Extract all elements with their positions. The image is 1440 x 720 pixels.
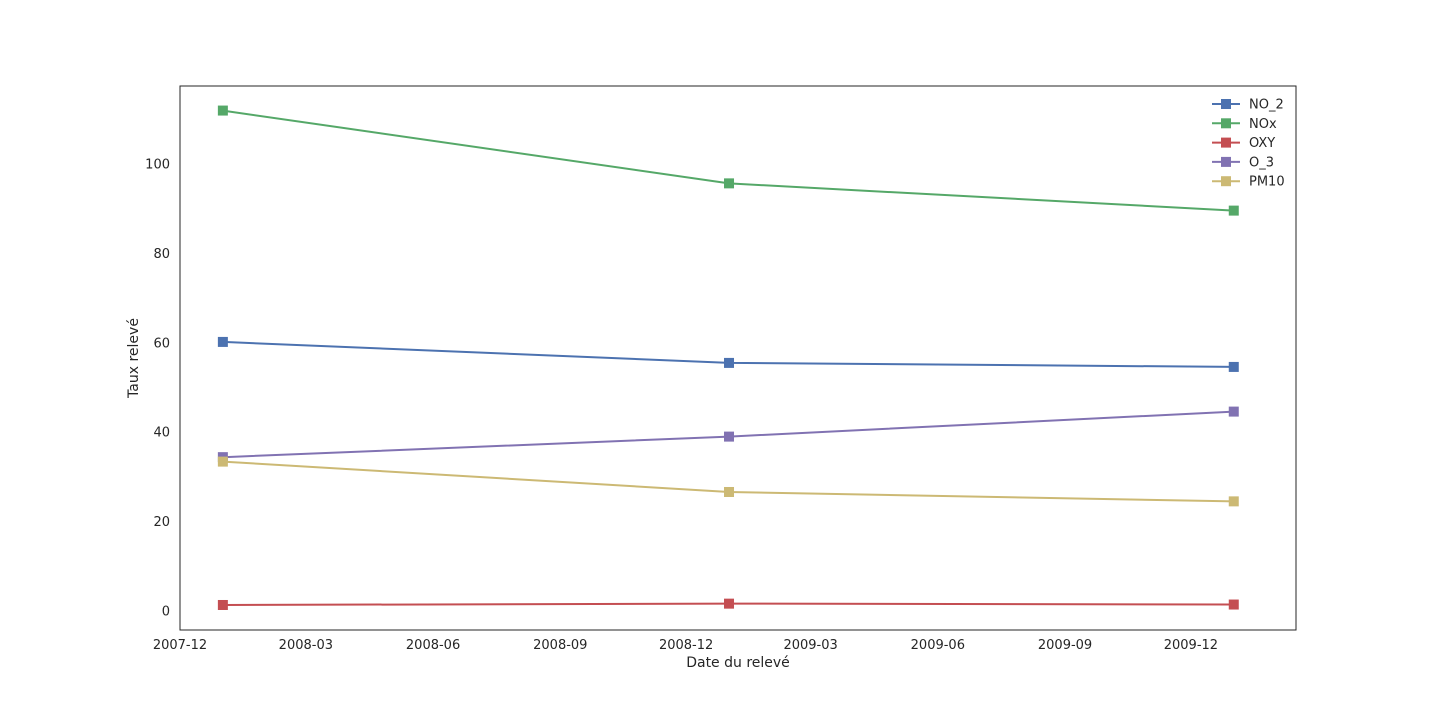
- data-point-no-2: [724, 357, 735, 368]
- legend-marker-nox: [1221, 118, 1231, 129]
- axes-ticks: 2007-12 2008-03 2008-06 2008-09 2008-12 2009-…: [145, 158, 1218, 653]
- y-tick-label: 40: [153, 426, 170, 441]
- data-point-pm10: [1228, 496, 1239, 507]
- legend-item-o-3: O_3: [1212, 155, 1274, 170]
- legend-item-nox: NOx: [1212, 117, 1277, 132]
- data-point-oxy: [1228, 599, 1239, 610]
- y-tick-label: 60: [153, 336, 170, 351]
- x-tick-label: 2007-12: [153, 638, 207, 653]
- legend-marker-o-3: [1221, 156, 1231, 167]
- series-pm10: [217, 456, 1239, 507]
- x-tick-label: 2008-09: [533, 638, 587, 653]
- data-point-nox: [1228, 205, 1239, 216]
- x-tick-label: 2008-06: [406, 638, 460, 653]
- legend-marker-pm10: [1221, 176, 1231, 187]
- y-tick-label: 20: [153, 515, 170, 530]
- x-tick-label: 2009-09: [1038, 638, 1092, 653]
- legend-label-o-3: O_3: [1249, 155, 1274, 170]
- data-point-no-2: [217, 336, 228, 347]
- data-point-nox: [217, 105, 228, 116]
- y-axis-label: Taux relevé: [126, 318, 142, 399]
- data-point-o-3: [724, 431, 735, 442]
- data-point-pm10: [724, 486, 735, 497]
- legend: NO_2 NOx OXY O_3 PM10: [1212, 98, 1285, 190]
- data-point-nox: [724, 178, 735, 189]
- y-tick-label: 100: [145, 158, 170, 173]
- plot-frame: [179, 85, 1297, 631]
- x-tick-label: 2009-12: [1164, 638, 1218, 653]
- legend-label-pm10: PM10: [1249, 175, 1285, 190]
- series-line-nox: [221, 109, 1235, 212]
- data-point-oxy: [724, 598, 735, 609]
- x-tick-label: 2008-03: [279, 638, 333, 653]
- x-axis-label: Date du relevé: [686, 655, 790, 671]
- x-tick-label: 2009-06: [911, 638, 965, 653]
- series-no-2: [217, 336, 1239, 372]
- series-oxy: [217, 598, 1239, 610]
- legend-label-no-2: NO_2: [1249, 98, 1284, 113]
- x-tick-label: 2008-12: [659, 638, 713, 653]
- legend-item-oxy: OXY: [1212, 136, 1275, 151]
- legend-label-nox: NOx: [1249, 117, 1277, 132]
- data-point-o-3: [1228, 406, 1239, 417]
- legend-item-no-2: NO_2: [1212, 98, 1284, 113]
- plot-series: [217, 105, 1239, 610]
- data-point-oxy: [217, 599, 228, 610]
- data-point-no-2: [1228, 361, 1239, 372]
- y-tick-label: 0: [162, 604, 170, 619]
- legend-item-pm10: PM10: [1212, 175, 1285, 190]
- legend-label-oxy: OXY: [1249, 136, 1275, 151]
- legend-marker-oxy: [1221, 137, 1231, 148]
- data-point-pm10: [217, 456, 228, 467]
- x-tick-label: 2009-03: [783, 638, 837, 653]
- series-nox: [217, 105, 1239, 216]
- y-tick-label: 80: [153, 247, 170, 262]
- legend-marker-no-2: [1221, 99, 1231, 109]
- series-o-3: [217, 406, 1239, 463]
